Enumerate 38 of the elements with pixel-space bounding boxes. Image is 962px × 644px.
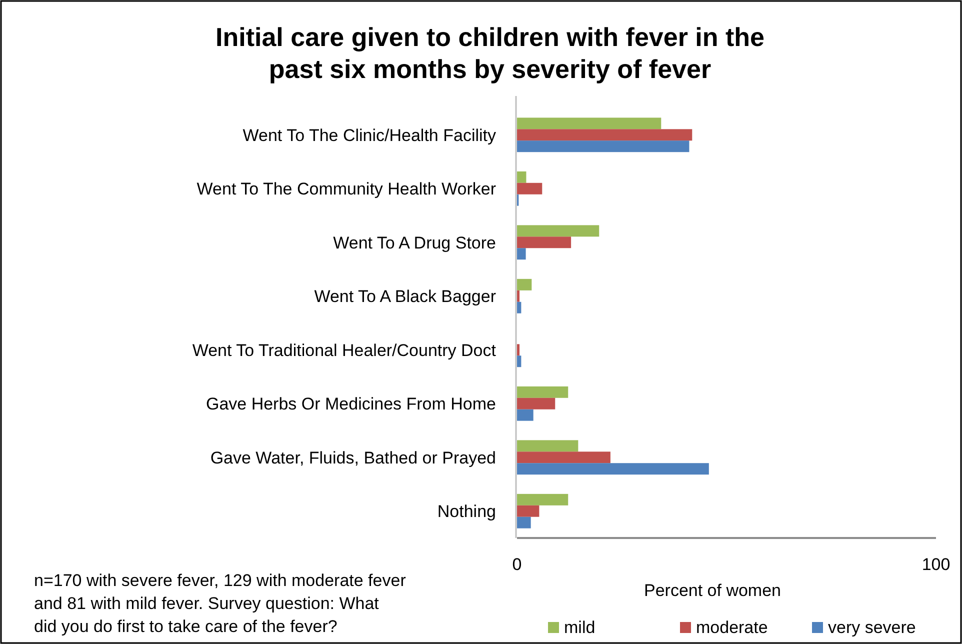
bar — [517, 248, 526, 260]
y-tick-label: Went To A Black Bagger — [314, 287, 496, 306]
bar — [517, 386, 568, 398]
legend-label: mild — [564, 618, 596, 637]
bar — [517, 236, 572, 248]
bar — [517, 290, 520, 302]
bar — [517, 494, 568, 506]
bar — [517, 118, 662, 130]
x-axis-title: Percent of women — [644, 581, 782, 600]
y-tick-label: Went To The Clinic/Health Facility — [242, 126, 496, 145]
bar — [517, 440, 578, 452]
bar — [517, 356, 522, 368]
legend-label: moderate — [696, 618, 768, 637]
bar — [517, 452, 610, 464]
text: n=170 with severe fever, 129 with moderate fever and 81 with mild fever. Survey question: What did you do first to take care of the fever? — [34, 571, 406, 636]
chart-title: Initial care given to children with fever in the past six months by severity of fever — [215, 22, 765, 84]
x-tick-label: 0 — [512, 555, 522, 574]
legend-label: very severe — [828, 618, 916, 637]
y-tick-label: Went To The Community Health Worker — [196, 180, 496, 199]
y-tick-label: Gave Herbs Or Medicines From Home — [206, 394, 496, 414]
bar — [517, 398, 556, 410]
bar — [517, 182, 542, 194]
bar — [517, 302, 522, 314]
bar — [517, 140, 690, 152]
bar — [517, 278, 532, 290]
bar — [517, 344, 520, 356]
x-tick-label: 100 — [922, 555, 950, 574]
bar — [517, 225, 600, 237]
bar — [517, 409, 534, 421]
y-tick-label: Went To A Drug Store — [333, 233, 496, 252]
y-tick-label: Nothing — [437, 502, 496, 522]
bar — [517, 505, 540, 517]
y-tick-label: Gave Water, Fluids, Bathed or Prayed — [210, 448, 496, 468]
bar — [517, 463, 709, 475]
y-tick-label: Went To Traditional Healer/Country Doct — [192, 340, 496, 360]
bar — [517, 516, 531, 528]
bar — [517, 129, 692, 141]
bar — [517, 171, 526, 183]
